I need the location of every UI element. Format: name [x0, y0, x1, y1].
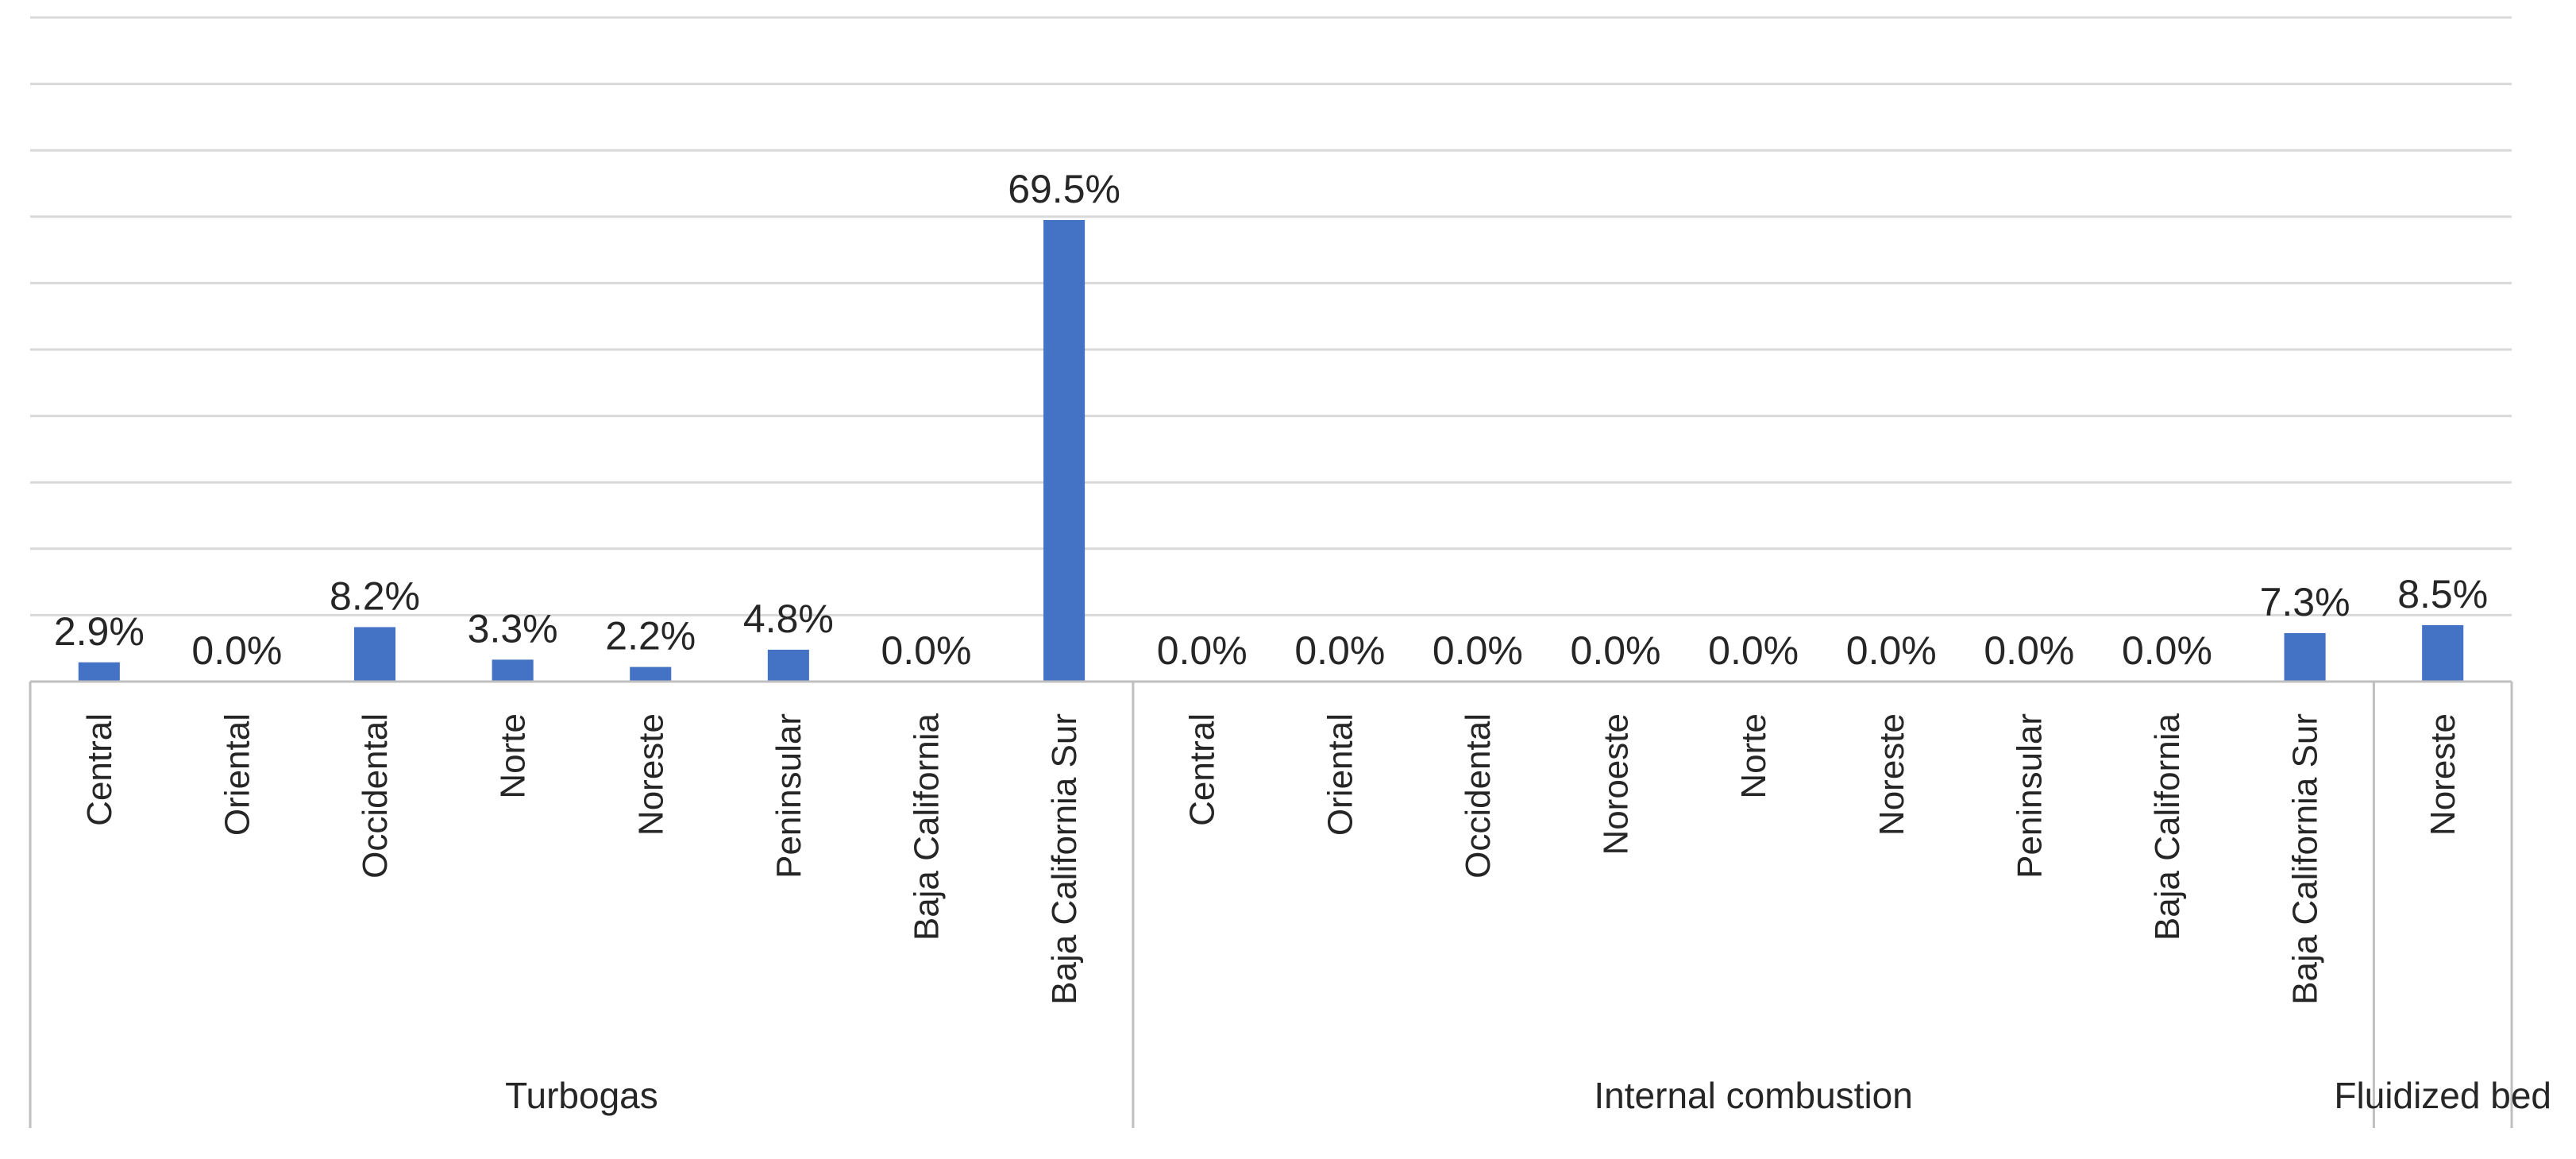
- data-label: 0.0%: [1157, 628, 1248, 673]
- data-labels: 2.9% 0.0% 8.2% 3.3% 2.2% 4.8% 0.0% 69.5% 0.0% 0.0…: [54, 167, 2488, 673]
- data-label: 69.5%: [1008, 167, 1120, 211]
- category-axis: [29, 680, 2513, 1128]
- data-label: 3.3%: [468, 606, 558, 651]
- category-tick-label: Noreste: [631, 713, 670, 836]
- data-label: 0.0%: [2122, 628, 2212, 673]
- category-tick-label: Noroeste: [1597, 713, 1636, 856]
- bars: [78, 219, 2464, 682]
- category-tick-label: Occidental: [1459, 713, 1498, 879]
- category-tick-label: Baja California Sur: [2286, 713, 2325, 1005]
- category-tick-label: Norte: [1734, 713, 1773, 799]
- category-tick-label: Baja California Sur: [1045, 713, 1084, 1005]
- group-label: Fluidized bed: [2334, 1075, 2551, 1116]
- group-label: Internal combustion: [1594, 1075, 1912, 1116]
- category-tick-label: Peninsular: [2010, 713, 2049, 879]
- group-label: Turbogas: [505, 1075, 658, 1116]
- data-label: 7.3%: [2260, 580, 2350, 624]
- data-label: 0.0%: [1294, 628, 1385, 673]
- bar: [353, 627, 396, 682]
- data-label: 2.2%: [605, 614, 696, 659]
- category-tick-label: Central: [1183, 713, 1222, 826]
- category-tick-labels: Central Oriental Occidental Norte Noreste Pen…: [80, 713, 2462, 1004]
- gridlines: [30, 16, 2512, 616]
- data-label: 0.0%: [1984, 628, 2074, 673]
- category-tick-label: Noreste: [1872, 713, 1911, 836]
- category-tick-label: Noreste: [2424, 713, 2462, 836]
- data-label: 0.0%: [1433, 628, 1523, 673]
- data-label: 0.0%: [1708, 628, 1799, 673]
- data-label: 2.9%: [54, 609, 145, 654]
- bar: [767, 649, 809, 682]
- bar: [492, 659, 534, 682]
- category-tick-label: Baja California: [2148, 713, 2187, 941]
- category-tick-label: Baja California: [907, 713, 946, 941]
- data-label: 4.8%: [743, 597, 834, 641]
- category-tick-label: Peninsular: [769, 713, 808, 879]
- bar: [630, 666, 672, 682]
- category-tick-label: Norte: [494, 713, 533, 799]
- category-tick-label: Oriental: [218, 713, 256, 836]
- category-tick-label: Central: [80, 713, 119, 826]
- data-label: 8.5%: [2397, 572, 2488, 616]
- data-label: 0.0%: [1571, 628, 1661, 673]
- bar: [2284, 632, 2326, 682]
- data-label: 8.2%: [330, 574, 420, 618]
- data-label: 0.0%: [881, 628, 971, 673]
- group-labels: Turbogas Internal combustion Fluidized bed: [505, 1075, 2551, 1116]
- bar: [1043, 219, 1086, 682]
- category-tick-label: Oriental: [1321, 713, 1359, 836]
- data-label: 0.0%: [191, 628, 282, 673]
- bar: [2422, 624, 2464, 682]
- category-tick-label: Occidental: [356, 713, 395, 879]
- data-label: 0.0%: [1846, 628, 1937, 673]
- bar: [78, 662, 120, 682]
